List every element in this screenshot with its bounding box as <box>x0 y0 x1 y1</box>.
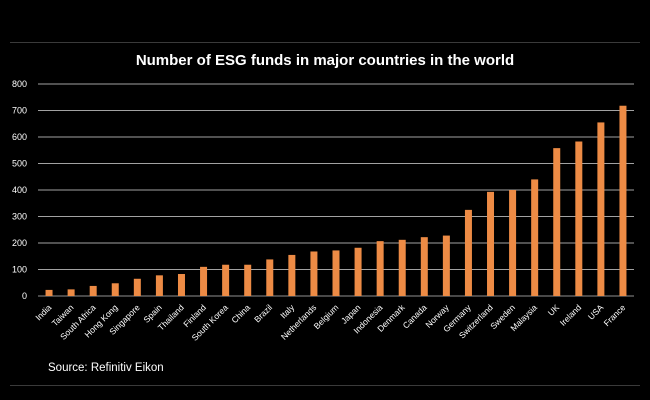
bar-thailand <box>177 274 185 296</box>
x-tick-label: France <box>602 302 628 328</box>
x-tick-label: Ireland <box>558 302 584 328</box>
bar-ireland <box>575 141 583 296</box>
bar-india <box>45 289 53 296</box>
bar-china <box>244 264 252 296</box>
bar-hong-kong <box>111 283 119 296</box>
source-note: Source: Refinitiv Eikon <box>48 362 164 374</box>
y-tick-label: 200 <box>12 238 27 248</box>
bar-taiwan <box>67 289 75 296</box>
y-tick-label: 100 <box>12 265 27 275</box>
y-axis-ticks: 0 100 200 300 400 500 600 700 800 <box>12 79 27 301</box>
bar-south-korea <box>222 264 230 296</box>
bar-belgium <box>332 250 340 296</box>
bar-uk <box>553 148 561 296</box>
bar-canada <box>420 237 428 296</box>
bar-malaysia <box>531 179 539 296</box>
y-tick-label: 700 <box>12 106 27 116</box>
y-tick-label: 0 <box>22 291 27 301</box>
bar-finland <box>200 266 208 296</box>
bottom-divider <box>10 385 640 386</box>
y-tick-label: 800 <box>12 79 27 89</box>
y-tick-label: 600 <box>12 132 27 142</box>
bar-netherlands <box>310 251 318 296</box>
bar-switzerland <box>487 191 495 296</box>
bar-germany <box>464 209 472 296</box>
x-tick-label: Belgium <box>312 302 341 331</box>
bar-denmark <box>398 239 406 296</box>
x-tick-label: UK <box>546 302 562 318</box>
bar-france <box>619 105 627 296</box>
y-tick-label: 300 <box>12 212 27 222</box>
bar-norway <box>442 235 450 296</box>
x-tick-label: Canada <box>401 302 429 330</box>
x-tick-label: Brazil <box>252 302 274 324</box>
chart-title: Number of ESG funds in major countries i… <box>135 52 515 69</box>
bars <box>45 105 627 296</box>
x-tick-label: China <box>229 302 252 325</box>
bar-usa <box>597 122 605 296</box>
bar-singapore <box>133 278 141 296</box>
bar-sweden <box>509 190 517 296</box>
bar-indonesia <box>376 241 384 296</box>
top-divider <box>10 42 640 43</box>
x-tick-label: Italy <box>278 302 297 321</box>
bar-spain <box>155 275 163 296</box>
bar-brazil <box>266 259 274 296</box>
y-tick-label: 500 <box>12 159 27 169</box>
bar-south-africa <box>89 285 97 296</box>
bar-japan <box>354 247 362 296</box>
y-tick-label: 400 <box>12 185 27 195</box>
bar-italy <box>288 254 296 296</box>
